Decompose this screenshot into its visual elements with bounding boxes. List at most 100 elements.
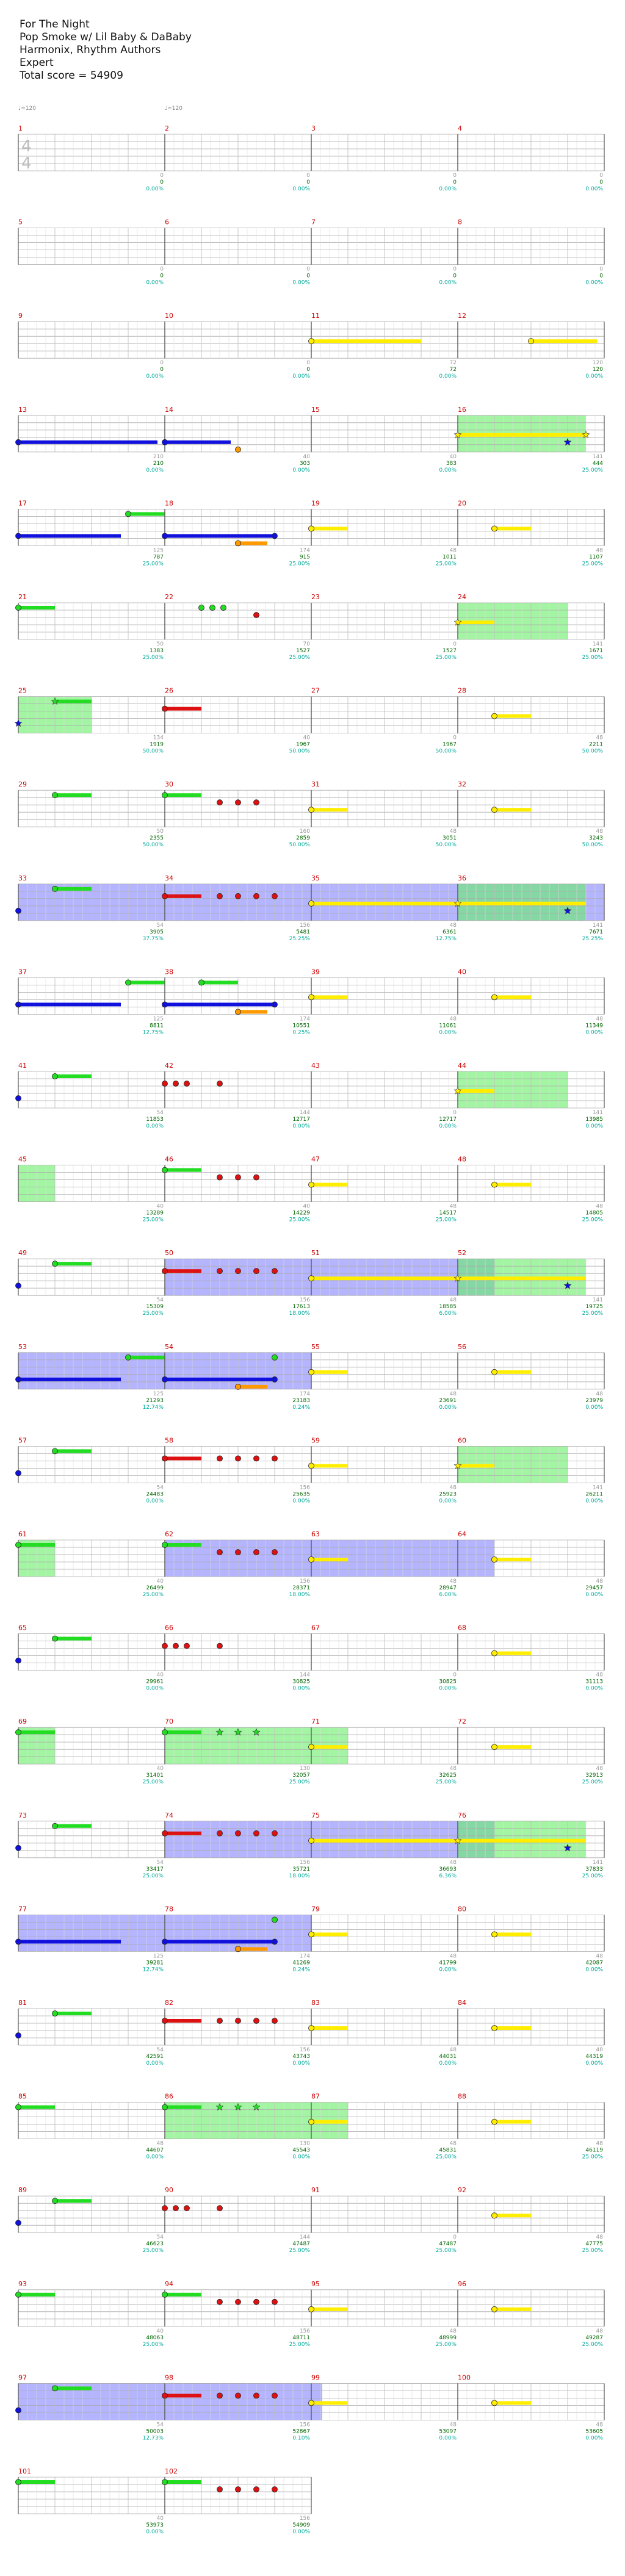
note-orange bbox=[235, 1009, 241, 1015]
cumulative-score: 32057 bbox=[292, 1772, 310, 1779]
sustain-green bbox=[55, 2199, 92, 2203]
note-yellow bbox=[308, 2306, 314, 2312]
measure-number: 50 bbox=[165, 1249, 173, 1257]
cumulative-score: 5481 bbox=[296, 929, 310, 935]
beat-score: 144 bbox=[300, 2234, 310, 2240]
star-note-green bbox=[51, 697, 59, 705]
cumulative-score: 1527 bbox=[443, 648, 457, 654]
measure-number: 23 bbox=[311, 593, 320, 601]
cumulative-score: 1967 bbox=[296, 742, 310, 748]
song-authors: Harmonix, Rhythm Authors bbox=[20, 44, 161, 56]
measure-number: 91 bbox=[311, 2186, 320, 2194]
star-note-green bbox=[252, 1728, 261, 1736]
beat-score: 48 bbox=[596, 1016, 604, 1022]
sustain-green bbox=[165, 793, 201, 797]
song-title: For The Night bbox=[20, 18, 90, 31]
measure-number: 31 bbox=[311, 780, 320, 788]
note-blue bbox=[272, 533, 278, 539]
cumulative-score: 49287 bbox=[585, 2335, 603, 2341]
beat-score: 40 bbox=[157, 1578, 164, 1585]
overdrive-percent: 25.00% bbox=[289, 1217, 311, 1223]
measure-number: 22 bbox=[165, 593, 173, 601]
cumulative-score: 0 bbox=[306, 273, 310, 279]
overdrive-percent: 25.00% bbox=[582, 561, 604, 567]
cumulative-score: 0 bbox=[160, 273, 164, 279]
measure-number: 5 bbox=[18, 218, 23, 226]
measure-number: 15 bbox=[311, 406, 320, 414]
sustain-green bbox=[55, 699, 92, 703]
note-blue bbox=[15, 1001, 21, 1008]
star-note-blue bbox=[563, 1281, 572, 1289]
overdrive-percent: 25.00% bbox=[143, 1779, 164, 1785]
overdrive-percent: 0.00% bbox=[292, 186, 310, 192]
cumulative-score: 444 bbox=[593, 461, 603, 467]
measure-number: 90 bbox=[165, 2186, 173, 2194]
cumulative-score: 14229 bbox=[292, 1211, 310, 1217]
measure-number: 80 bbox=[458, 1905, 466, 1913]
star-note-blue bbox=[563, 438, 572, 446]
measure-number: 46 bbox=[165, 1156, 173, 1164]
measure-number: 75 bbox=[311, 1811, 320, 1819]
sustain-orange bbox=[238, 541, 267, 545]
measure-number: 92 bbox=[458, 2186, 466, 2194]
sustain-yellow bbox=[494, 1370, 531, 1374]
note-red bbox=[217, 1455, 223, 1462]
measure-number: 76 bbox=[458, 1811, 466, 1819]
sustain-green bbox=[18, 1543, 55, 1547]
cumulative-score: 26499 bbox=[146, 1585, 164, 1591]
measure-number: 41 bbox=[18, 1062, 27, 1070]
cumulative-score: 46623 bbox=[146, 2241, 164, 2247]
cumulative-score: 47775 bbox=[585, 2241, 603, 2247]
cumulative-score: 8811 bbox=[150, 1023, 164, 1029]
measure-number: 95 bbox=[311, 2280, 320, 2288]
cumulative-score: 1671 bbox=[589, 648, 603, 654]
measure-number: 8 bbox=[458, 218, 462, 226]
note-red bbox=[253, 612, 259, 618]
beat-score: 0 bbox=[160, 173, 164, 179]
note-blue bbox=[15, 2220, 21, 2226]
total-score: Total score = 54909 bbox=[20, 70, 123, 82]
cumulative-score: 36693 bbox=[439, 1866, 457, 1873]
beat-score: 125 bbox=[153, 547, 164, 553]
overdrive-percent: 25.00% bbox=[582, 655, 604, 661]
cumulative-score: 2211 bbox=[589, 742, 603, 748]
cumulative-score: 44319 bbox=[585, 2054, 603, 2060]
beat-score: 156 bbox=[300, 1484, 310, 1491]
cumulative-score: 2859 bbox=[296, 835, 310, 841]
overdrive-percent: 6.00% bbox=[439, 1311, 457, 1317]
sustain-green bbox=[18, 2480, 55, 2484]
note-yellow bbox=[491, 1744, 497, 1750]
beat-score: 125 bbox=[153, 1953, 164, 1959]
note-red bbox=[253, 2392, 259, 2399]
note-red bbox=[217, 2205, 223, 2212]
tempo-mark: ♩=120 bbox=[165, 106, 182, 112]
overdrive-percent: 25.00% bbox=[143, 1592, 164, 1598]
note-blue bbox=[15, 1283, 21, 1289]
note-red bbox=[235, 1268, 241, 1275]
sustain-yellow bbox=[494, 2120, 531, 2124]
beat-score: 141 bbox=[593, 641, 603, 647]
note-yellow bbox=[491, 1931, 497, 1938]
note-blue bbox=[162, 439, 168, 445]
note-orange bbox=[235, 540, 241, 547]
note-green bbox=[15, 1542, 21, 1548]
beat-score: 156 bbox=[300, 1578, 310, 1585]
note-red bbox=[253, 1174, 259, 1181]
